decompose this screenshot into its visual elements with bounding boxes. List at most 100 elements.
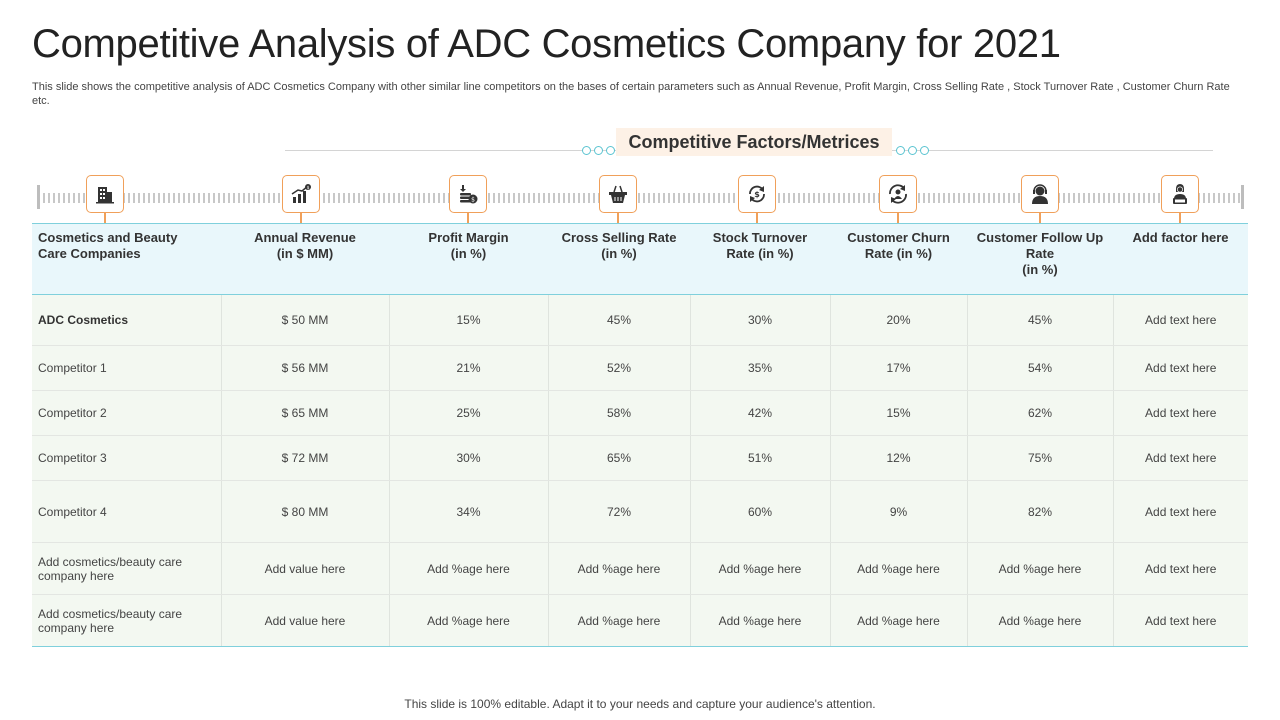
value-cell: Add text here	[1112, 294, 1248, 346]
table-row: Add cosmetics/beauty care company here Add…	[32, 594, 1248, 647]
value-cell: 35%	[689, 345, 830, 391]
value-cell: Add text here	[1112, 594, 1248, 647]
value-cell: 30%	[388, 435, 548, 481]
growth-chart-icon: $	[282, 175, 320, 213]
company-cell: Add cosmetics/beauty care company here	[32, 542, 221, 595]
company-cell-line: company here	[38, 620, 115, 635]
company-cell-line: Add cosmetics/beauty care	[38, 606, 183, 621]
value-cell: $ 80 MM	[220, 480, 389, 543]
value-cell: 25%	[388, 390, 548, 436]
company-cell-line: company here	[38, 568, 115, 583]
value-cell: Add text here	[1112, 542, 1248, 595]
value-cell: Add text here	[1112, 390, 1248, 436]
refresh-dollar-icon: $	[738, 175, 776, 213]
value-cell: 42%	[689, 390, 830, 436]
value-cell: Add %age here	[966, 542, 1113, 595]
value-cell: 54%	[966, 345, 1113, 391]
svg-text:$: $	[471, 196, 475, 203]
company-cell: Competitor 3	[32, 435, 221, 481]
customer-refresh-icon	[879, 175, 917, 213]
table-row: Add cosmetics/beauty care company here Add…	[32, 542, 1248, 595]
company-cell-line: Add cosmetics/beauty care	[38, 554, 183, 569]
ruler-end-right	[1241, 185, 1244, 209]
value-cell: 12%	[829, 435, 967, 481]
value-cell: $ 50 MM	[220, 294, 389, 346]
column-header-line: (in %)	[601, 246, 637, 261]
value-cell: 15%	[388, 294, 548, 346]
column-header: Stock Turnover Rate (in %)	[690, 223, 830, 295]
factors-heading: Competitive Factors/Metrices	[616, 128, 892, 156]
column-header-line: Rate (in %)	[864, 246, 933, 261]
value-cell: 34%	[388, 480, 548, 543]
icon-stem	[300, 213, 302, 224]
column-header-line: Add factor here	[1132, 230, 1229, 245]
column-header-line: Care Companies	[38, 246, 141, 261]
value-cell: Add %age here	[547, 542, 690, 595]
value-cell: 45%	[966, 294, 1113, 346]
decor-dots-left	[582, 146, 615, 155]
table-body: ADC Cosmetics $ 50 MM 15% 45% 30% 20% 45% Add t…	[32, 294, 1248, 647]
value-cell: 21%	[388, 345, 548, 391]
value-cell: 45%	[547, 294, 690, 346]
office-worker-icon	[1161, 175, 1199, 213]
value-cell: Add text here	[1112, 480, 1248, 543]
value-cell: $ 65 MM	[220, 390, 389, 436]
company-cell: Competitor 2	[32, 390, 221, 436]
table-row: Competitor 3 $ 72 MM 30% 65% 51% 12% 75% Add te…	[32, 435, 1248, 481]
icon-stem	[897, 213, 899, 224]
column-header-line: Rate (in %)	[726, 246, 794, 261]
value-cell: 20%	[829, 294, 967, 346]
table-row: Competitor 1 $ 56 MM 21% 52% 35% 17% 54% Add te…	[32, 345, 1248, 391]
value-cell: 52%	[547, 345, 690, 391]
value-cell: Add %age here	[829, 594, 967, 647]
company-cell: Add cosmetics/beauty care company here	[32, 594, 221, 647]
table-row: Competitor 2 $ 65 MM 25% 58% 42% 15% 62% Add te…	[32, 390, 1248, 436]
column-header-line: (in $ MM)	[276, 246, 334, 261]
decor-dots-right	[896, 146, 929, 155]
column-header: Customer Follow Up Rate (in %)	[967, 223, 1113, 295]
column-header: Cosmetics and Beauty Care Companies	[32, 223, 221, 295]
svg-text:$: $	[307, 185, 310, 191]
value-cell: $ 72 MM	[220, 435, 389, 481]
column-header-line: Cosmetics and Beauty	[38, 230, 178, 245]
shopping-basket-icon	[599, 175, 637, 213]
value-cell: 72%	[547, 480, 690, 543]
company-cell: ADC Cosmetics	[32, 294, 221, 346]
column-header-line: Annual Revenue	[254, 230, 356, 245]
building-icon	[86, 175, 124, 213]
icon-stem	[617, 213, 619, 224]
value-cell: 51%	[689, 435, 830, 481]
ruler-decoration	[38, 193, 1244, 203]
company-cell: Competitor 1	[32, 345, 221, 391]
value-cell: Add %age here	[547, 594, 690, 647]
company-cell: Competitor 4	[32, 480, 221, 543]
value-cell: 60%	[689, 480, 830, 543]
value-cell: Add text here	[1112, 345, 1248, 391]
column-header: Profit Margin (in %)	[389, 223, 548, 295]
icon-stem	[756, 213, 758, 224]
value-cell: Add text here	[1112, 435, 1248, 481]
column-header-line: Cross Selling Rate	[561, 230, 677, 245]
value-cell: 58%	[547, 390, 690, 436]
table-header-row: Cosmetics and Beauty Care Companies Annual…	[32, 223, 1248, 295]
value-cell: 15%	[829, 390, 967, 436]
value-cell: Add %age here	[966, 594, 1113, 647]
column-header: Annual Revenue (in $ MM)	[221, 223, 389, 295]
value-cell: 75%	[966, 435, 1113, 481]
value-cell: Add %age here	[388, 542, 548, 595]
column-header-line: (in %)	[450, 246, 487, 261]
column-header-line: (in %)	[1022, 262, 1058, 277]
column-header-line: Stock Turnover	[712, 230, 808, 245]
value-cell: 9%	[829, 480, 967, 543]
svg-text:$: $	[754, 190, 760, 199]
support-agent-icon	[1021, 175, 1059, 213]
value-cell: $ 56 MM	[220, 345, 389, 391]
value-cell: Add value here	[220, 594, 389, 647]
column-header-line: Rate	[1025, 246, 1055, 261]
icon-stem	[467, 213, 469, 224]
value-cell: Add %age here	[388, 594, 548, 647]
value-cell: Add %age here	[829, 542, 967, 595]
icon-stem	[1039, 213, 1041, 224]
icon-stem	[1179, 213, 1181, 224]
ruler-end-left	[37, 185, 40, 209]
